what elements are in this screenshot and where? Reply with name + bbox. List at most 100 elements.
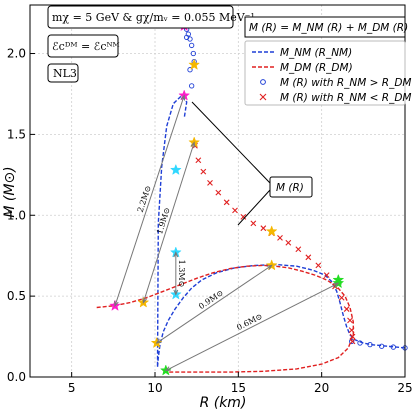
- arrow-head: [142, 297, 147, 304]
- x-marker: [305, 254, 312, 261]
- x-tick-label: 15: [231, 381, 246, 395]
- legend-x-label: M (R) with R_NM < R_DM: [280, 92, 411, 104]
- x-marker-stroke: [343, 306, 350, 312]
- x-marker: [250, 220, 257, 227]
- x-marker: [349, 338, 356, 345]
- x-marker: [315, 262, 322, 269]
- star-marker: [169, 163, 182, 175]
- series-layer: [96, 19, 408, 376]
- arrow-head: [266, 264, 273, 270]
- circle-marker: [390, 344, 396, 350]
- mass-arrow: [142, 142, 195, 303]
- mass-arrow: [114, 95, 185, 306]
- x-marker: [260, 225, 267, 232]
- x-marker: [195, 157, 202, 164]
- x-marker: [240, 213, 247, 220]
- mass-arrow: [156, 264, 272, 344]
- star-marker: [332, 276, 345, 289]
- x-marker-stroke: [215, 189, 222, 196]
- relation-box: [244, 16, 406, 38]
- energy-box: [47, 34, 119, 58]
- callout: M (R): [191, 101, 313, 226]
- x-marker-stroke: [250, 220, 257, 227]
- x-marker-stroke: [195, 157, 202, 164]
- callout-label: M (R): [276, 182, 304, 194]
- arrow-head: [155, 338, 162, 344]
- x-marker: [232, 207, 238, 214]
- arrow-head: [114, 300, 119, 308]
- x-marker: [277, 235, 283, 241]
- callout-line-upper: [191, 101, 271, 184]
- star-marker: [188, 58, 201, 70]
- x-marker: [348, 327, 355, 333]
- x-marker: [200, 168, 207, 175]
- energy-text: ℰcᴰᴹ = ℰcᴺᴹ: [52, 40, 120, 53]
- arrow-head: [190, 141, 196, 148]
- x-marker-stroke: [277, 235, 283, 241]
- legend-nm-label: M_NM (R_NM): [280, 47, 352, 59]
- x-tick-label: 10: [147, 381, 162, 395]
- x-marker-stroke: [207, 180, 213, 186]
- params-box: [47, 5, 234, 29]
- params-text: mχ = 5 GeV & gχ/mᵥ = 0.055 MeV⁻¹: [52, 11, 255, 24]
- x-marker-stroke: [240, 213, 247, 220]
- x-marker-stroke: [295, 246, 302, 253]
- x-marker: [207, 180, 213, 186]
- x-marker: [215, 189, 222, 196]
- y-tick-label: 1.5: [7, 127, 26, 141]
- legend: M_NM (R_NM) M_DM (R_DM) M (R) with R_NM …: [244, 40, 411, 106]
- arrow-head: [164, 366, 171, 372]
- circle-marker: [349, 338, 355, 345]
- dm-curve: [96, 264, 354, 373]
- circle-marker: [189, 83, 195, 89]
- legend-x-swatch: [259, 93, 267, 101]
- tick-labels: 5 10 15 20 25 0.0 0.5 1.0 1.5 2.0: [7, 47, 413, 395]
- star-marker: [265, 225, 278, 237]
- x-marker-stroke: [338, 294, 345, 301]
- legend-frame: [244, 40, 406, 106]
- x-marker-stroke: [305, 254, 312, 261]
- star-marker: [265, 259, 278, 271]
- x-marker-stroke: [200, 168, 207, 175]
- x-marker: [349, 333, 356, 340]
- legend-circle-label: M (R) with R_NM > R_DM: [280, 77, 411, 89]
- x-marker-stroke: [323, 272, 330, 278]
- y-tick-label: 0.5: [7, 289, 26, 303]
- x-marker: [323, 272, 330, 278]
- relation-text: M (R) = M_NM (R) + M_DM (R): [249, 22, 408, 34]
- x-tick-label: 20: [314, 381, 329, 395]
- callout-line-lower: [237, 189, 271, 226]
- x-marker-stroke: [223, 199, 230, 206]
- y-tick-label: 0.0: [7, 370, 26, 384]
- circle-marker: [357, 340, 363, 346]
- mass-label: 1.3M⊙: [177, 260, 186, 288]
- circle-marker: [184, 34, 190, 40]
- arrow-head: [333, 282, 340, 288]
- x-marker: [347, 317, 353, 324]
- x-marker-stroke: [315, 262, 322, 269]
- x-marker-stroke: [260, 225, 267, 232]
- legend-circle-swatch: [260, 79, 266, 85]
- legend-dm-label: M_DM (R_DM): [280, 62, 353, 74]
- x-marker: [285, 239, 292, 246]
- x-tick-label: 5: [68, 381, 76, 395]
- eos-box: [47, 63, 79, 83]
- x-axis-label: R (km): [200, 395, 247, 411]
- x-marker-stroke: [285, 239, 292, 246]
- y-axis-label: M (M⊙): [2, 166, 18, 217]
- x-marker-stroke: [232, 207, 238, 214]
- mass-arrow: [165, 282, 339, 371]
- arrow-head: [173, 289, 179, 296]
- arrow-head: [173, 251, 179, 258]
- circle-marker: [379, 343, 385, 349]
- x-marker-stroke: [348, 327, 355, 333]
- x-marker: [295, 246, 302, 253]
- x-marker: [343, 306, 350, 312]
- x-marker: [338, 294, 345, 301]
- circle-marker: [189, 42, 195, 49]
- circle-marker: [367, 342, 373, 348]
- plot-frame: [29, 4, 406, 378]
- x-marker-stroke: [349, 338, 356, 345]
- x-marker: [223, 199, 230, 206]
